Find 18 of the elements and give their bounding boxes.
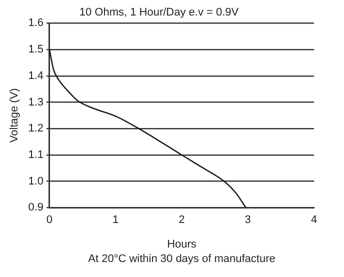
y-axis-title: Voltage (V)	[8, 88, 21, 143]
x-axis-title: Hours	[167, 238, 197, 250]
y-tick-label: 1.3	[28, 96, 44, 108]
y-tick-label: 1.4	[28, 70, 44, 82]
text: At 20°C within 30 days of manufacture	[88, 253, 276, 265]
y-tick-label: 1.6	[28, 17, 44, 30]
x-tick-label: 4	[310, 214, 318, 226]
x-tick-label: 0	[46, 214, 53, 226]
y-tick-label: 1.5	[28, 44, 44, 56]
y-tick-label: 0.9	[28, 202, 44, 214]
line-series	[49, 48, 247, 208]
y-tick-label: 1.0	[28, 175, 44, 188]
x-tick-label: 2	[178, 214, 185, 226]
x-tick-label: 1	[112, 214, 119, 226]
y-tick-label: 1.2	[28, 122, 44, 135]
x-tick-label: 3	[244, 214, 251, 226]
y-tick-label: 1.1	[28, 148, 44, 161]
chart-title: 10 Ohms, 1 Hour/Day e.v = 0.9V	[79, 6, 240, 19]
